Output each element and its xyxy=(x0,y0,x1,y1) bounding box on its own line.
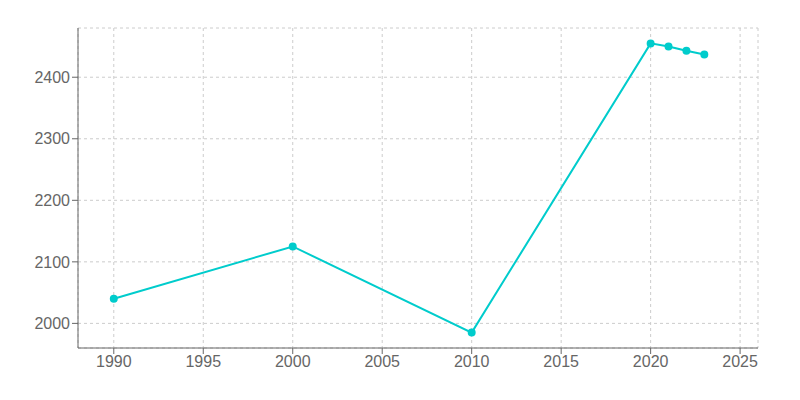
svg-text:2200: 2200 xyxy=(34,192,70,209)
svg-text:1990: 1990 xyxy=(96,353,132,370)
svg-text:1995: 1995 xyxy=(185,353,221,370)
svg-text:2000: 2000 xyxy=(275,353,311,370)
svg-text:2015: 2015 xyxy=(543,353,579,370)
svg-text:2300: 2300 xyxy=(34,130,70,147)
svg-text:2020: 2020 xyxy=(633,353,669,370)
svg-text:2000: 2000 xyxy=(34,315,70,332)
svg-text:2025: 2025 xyxy=(722,353,758,370)
svg-text:2010: 2010 xyxy=(454,353,490,370)
svg-text:2005: 2005 xyxy=(364,353,400,370)
svg-text:2100: 2100 xyxy=(34,254,70,271)
svg-text:2400: 2400 xyxy=(34,69,70,86)
